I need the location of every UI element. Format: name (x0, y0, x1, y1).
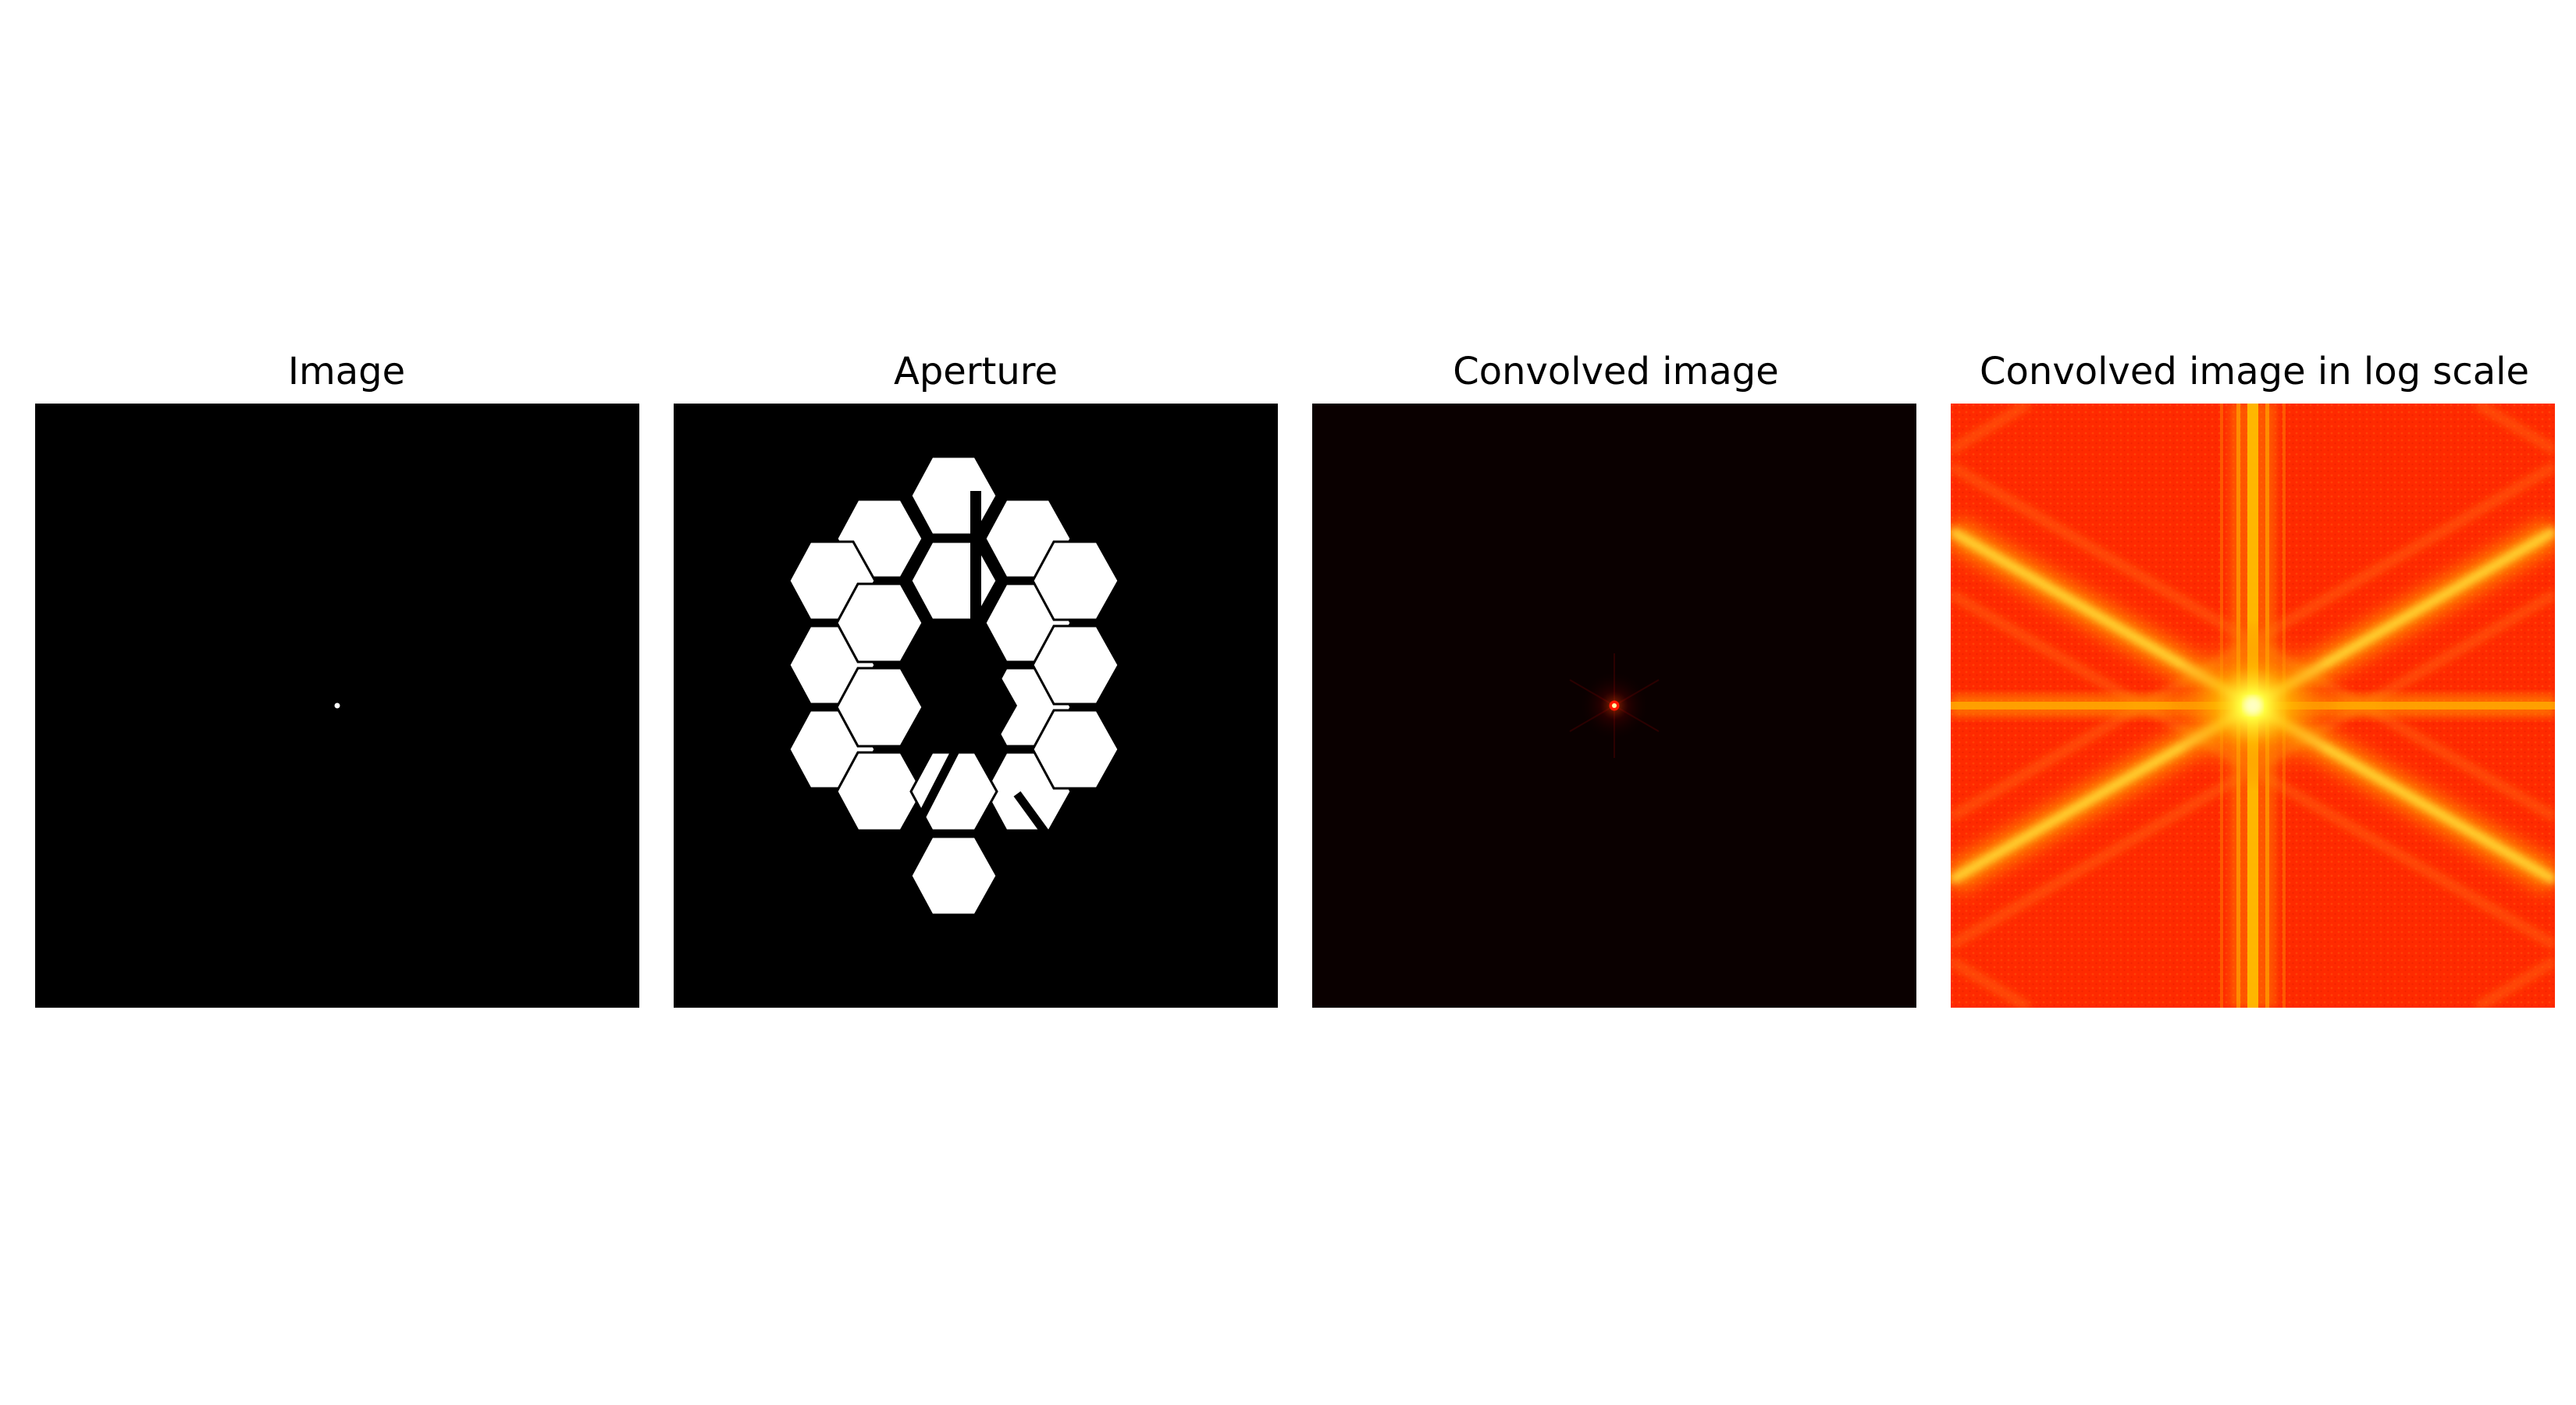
central-obscuration (934, 670, 1017, 742)
log-panel (1951, 404, 2555, 1008)
panel-title-aperture: Aperture (893, 350, 1059, 393)
image-canvas (35, 404, 639, 1008)
psf-core (1612, 703, 1617, 708)
segment-inner-left-2 (835, 667, 924, 748)
aperture-panel (674, 404, 1278, 1008)
segment-right-1 (1031, 540, 1120, 621)
log-canvas (1951, 404, 2555, 1008)
log-core (2245, 698, 2261, 713)
support-struts (885, 491, 1083, 883)
panel-title-image: Image (287, 350, 406, 393)
panel-title-convolved: Convolved image (1453, 350, 1779, 393)
segment-right-3 (1031, 709, 1120, 790)
aperture-canvas (674, 404, 1278, 1008)
convolved-panel (1312, 404, 1916, 1008)
segment-inner-left-1 (835, 582, 924, 663)
mirror-segments (788, 455, 1120, 916)
panel-title-log: Convolved image in log scale (1980, 350, 2529, 393)
image-panel (35, 404, 639, 1008)
segment-center-lower (909, 751, 998, 832)
convolved-canvas (1312, 404, 1916, 1008)
point-source (334, 702, 340, 709)
segment-bottom (909, 835, 998, 916)
segment-right-2 (1031, 624, 1120, 706)
